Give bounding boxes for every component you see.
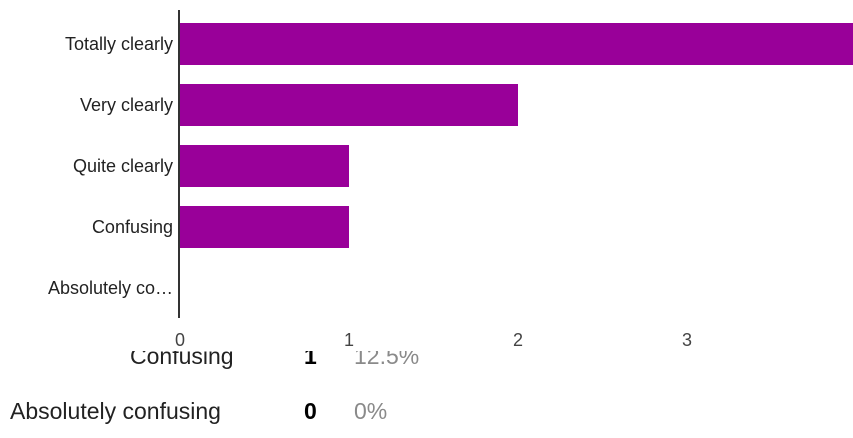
- summary-count: 1: [304, 351, 317, 369]
- category-label: Totally clearly: [65, 34, 173, 54]
- category-labels: Totally clearly Very clearly Quite clearly…: [48, 34, 173, 298]
- summary-label: Confusing: [130, 351, 234, 369]
- summary-count: 0: [304, 398, 317, 424]
- summary-percent: 0%: [354, 398, 388, 424]
- summary-row-absolutely-confusing: Absolutely confusing 0 0%: [0, 398, 853, 438]
- summary-row-confusing: Confusing 1 12.5%: [0, 351, 853, 379]
- x-tick-label: 0: [175, 330, 185, 350]
- category-label: Very clearly: [80, 95, 173, 115]
- bar: [180, 206, 349, 248]
- summary-percent: 12.5%: [354, 351, 420, 369]
- category-label: Quite clearly: [73, 156, 173, 176]
- category-label: Absolutely co…: [48, 278, 173, 298]
- bar: [180, 84, 518, 126]
- x-tick-label: 3: [682, 330, 692, 350]
- bar: [180, 23, 853, 65]
- x-tick-label: 2: [513, 330, 523, 350]
- x-tick-labels: 0 1 2 3: [175, 330, 692, 350]
- summary-label: Absolutely confusing: [10, 398, 221, 424]
- category-label: Confusing: [92, 217, 173, 237]
- bars-group: [180, 23, 853, 248]
- x-tick-label: 1: [344, 330, 354, 350]
- response-bar-chart: Totally clearly Very clearly Quite clearly…: [48, 10, 853, 350]
- bar: [180, 145, 349, 187]
